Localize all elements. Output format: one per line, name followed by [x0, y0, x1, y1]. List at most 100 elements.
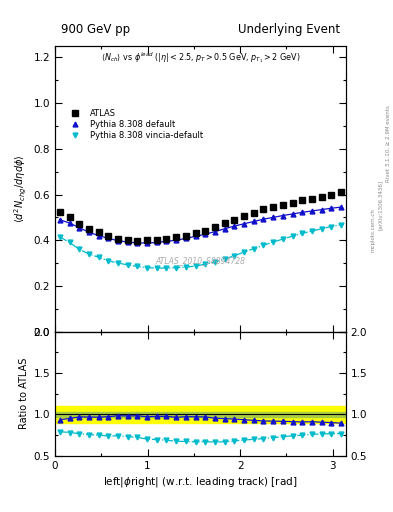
Pythia 8.308 default [135, 240, 140, 246]
Y-axis label: $\langle d^2 N_{chg}/d\eta d\phi \rangle$: $\langle d^2 N_{chg}/d\eta d\phi \rangle… [13, 155, 29, 223]
Pythia 8.308 default [329, 205, 334, 211]
ATLAS [310, 196, 314, 202]
Pythia 8.308 vincia-default [213, 259, 217, 265]
Legend: ATLAS, Pythia 8.308 default, Pythia 8.308 vincia-default: ATLAS, Pythia 8.308 default, Pythia 8.30… [65, 108, 205, 142]
Pythia 8.308 vincia-default [300, 230, 305, 237]
ATLAS [67, 215, 72, 221]
ATLAS [193, 230, 198, 237]
Pythia 8.308 vincia-default [232, 252, 237, 259]
X-axis label: left|$\phi$right| (w.r.t. leading track) [rad]: left|$\phi$right| (w.r.t. leading track)… [103, 475, 298, 489]
Text: [arXiv:1306.3436]: [arXiv:1306.3436] [378, 180, 383, 230]
Pythia 8.308 default [232, 223, 237, 229]
Pythia 8.308 default [319, 206, 324, 212]
ATLAS [213, 223, 217, 229]
Pythia 8.308 vincia-default [222, 256, 227, 262]
Text: $\langle N_{ch}\rangle$ vs $\phi^{lead}$ ($|\eta| < 2.5, p_T > 0.5$ GeV, $p_{T_1: $\langle N_{ch}\rangle$ vs $\phi^{lead}$… [101, 50, 300, 66]
ATLAS [77, 221, 82, 227]
Pythia 8.308 default [310, 208, 314, 214]
ATLAS [290, 200, 295, 206]
Pythia 8.308 default [300, 209, 305, 216]
Pythia 8.308 default [203, 231, 208, 238]
Pythia 8.308 default [125, 239, 130, 245]
Pythia 8.308 vincia-default [125, 262, 130, 268]
Pythia 8.308 vincia-default [242, 249, 246, 255]
ATLAS [96, 229, 101, 236]
ATLAS [300, 197, 305, 203]
Pythia 8.308 default [86, 229, 91, 236]
Pythia 8.308 default [77, 225, 82, 231]
Pythia 8.308 vincia-default [281, 236, 285, 242]
ATLAS [184, 232, 188, 239]
ATLAS [145, 237, 149, 243]
Pythia 8.308 vincia-default [184, 264, 188, 270]
Pythia 8.308 vincia-default [154, 265, 159, 271]
Pythia 8.308 vincia-default [145, 265, 149, 271]
Pythia 8.308 default [96, 232, 101, 239]
Pythia 8.308 default [271, 215, 275, 221]
Pythia 8.308 default [67, 220, 72, 226]
Pythia 8.308 vincia-default [261, 242, 266, 248]
Pythia 8.308 default [290, 211, 295, 217]
Pythia 8.308 vincia-default [290, 233, 295, 239]
Pythia 8.308 vincia-default [86, 251, 91, 257]
Y-axis label: Ratio to ATLAS: Ratio to ATLAS [19, 358, 29, 429]
ATLAS [339, 189, 343, 195]
ATLAS [329, 191, 334, 198]
Pythia 8.308 default [222, 226, 227, 232]
ATLAS [57, 208, 62, 215]
Text: mcplots.cern.ch: mcplots.cern.ch [371, 208, 376, 252]
ATLAS [281, 202, 285, 208]
Pythia 8.308 default [261, 216, 266, 222]
Pythia 8.308 default [154, 240, 159, 246]
ATLAS [154, 237, 159, 243]
Pythia 8.308 default [242, 221, 246, 227]
ATLAS [222, 220, 227, 226]
Pythia 8.308 vincia-default [96, 254, 101, 261]
Pythia 8.308 default [281, 212, 285, 219]
ATLAS [86, 226, 91, 232]
Pythia 8.308 vincia-default [174, 265, 178, 271]
ATLAS [135, 238, 140, 244]
Text: 900 GeV pp: 900 GeV pp [61, 23, 130, 36]
Pythia 8.308 vincia-default [57, 233, 62, 240]
Line: Pythia 8.308 default: Pythia 8.308 default [57, 205, 343, 245]
Pythia 8.308 default [213, 228, 217, 234]
Pythia 8.308 vincia-default [77, 246, 82, 252]
ATLAS [174, 233, 178, 240]
ATLAS [271, 204, 275, 210]
Pythia 8.308 default [184, 236, 188, 242]
Text: Underlying Event: Underlying Event [238, 23, 340, 36]
Pythia 8.308 default [106, 236, 111, 242]
ATLAS [261, 206, 266, 212]
Pythia 8.308 default [193, 233, 198, 240]
Pythia 8.308 vincia-default [271, 239, 275, 245]
Bar [55, 412, 346, 417]
ATLAS [203, 228, 208, 234]
Pythia 8.308 vincia-default [329, 223, 334, 229]
Pythia 8.308 default [57, 217, 62, 223]
Text: Rivet 3.1.10, ≥ 2.9M events: Rivet 3.1.10, ≥ 2.9M events [386, 105, 391, 182]
Pythia 8.308 vincia-default [67, 240, 72, 246]
Pythia 8.308 default [339, 204, 343, 210]
ATLAS [116, 236, 120, 242]
Pythia 8.308 default [116, 238, 120, 244]
Pythia 8.308 default [174, 237, 178, 243]
ATLAS [232, 217, 237, 223]
Bar [55, 406, 346, 422]
Pythia 8.308 vincia-default [319, 226, 324, 232]
Line: ATLAS: ATLAS [57, 189, 344, 244]
ATLAS [242, 213, 246, 219]
ATLAS [252, 210, 256, 216]
Pythia 8.308 vincia-default [106, 258, 111, 264]
Pythia 8.308 default [164, 238, 169, 244]
ATLAS [106, 232, 111, 239]
ATLAS [164, 236, 169, 242]
Text: ATLAS_2010_S8894728: ATLAS_2010_S8894728 [155, 255, 246, 265]
Pythia 8.308 vincia-default [252, 246, 256, 252]
Pythia 8.308 vincia-default [193, 263, 198, 269]
Pythia 8.308 default [145, 240, 149, 246]
Pythia 8.308 vincia-default [164, 265, 169, 271]
ATLAS [125, 237, 130, 243]
Pythia 8.308 vincia-default [203, 261, 208, 267]
Line: Pythia 8.308 vincia-default: Pythia 8.308 vincia-default [57, 222, 343, 270]
